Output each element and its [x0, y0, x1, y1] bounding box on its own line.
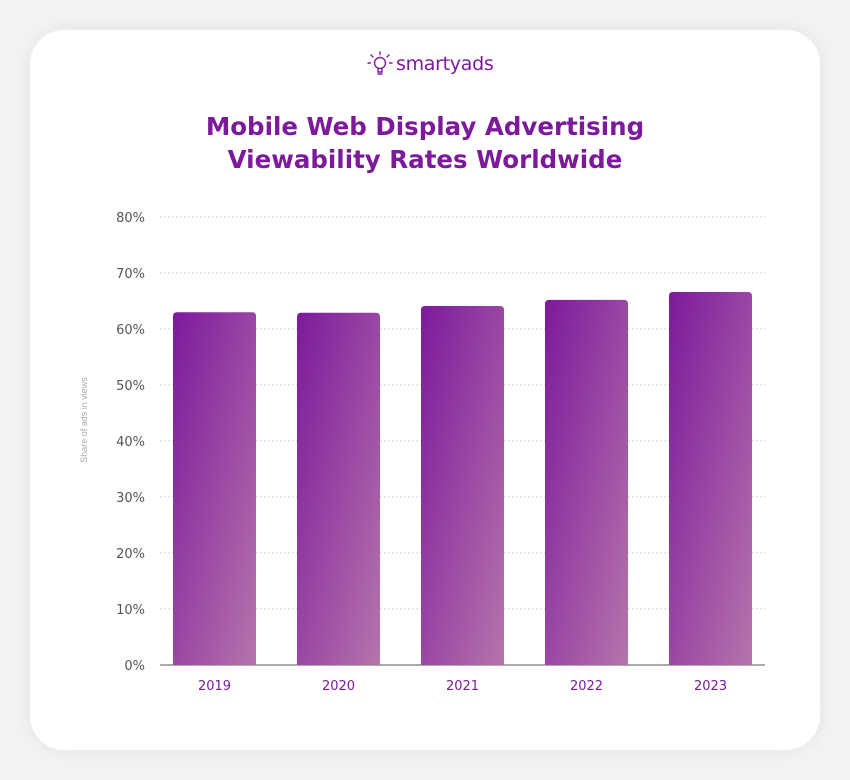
- x-tick-label: 2023: [694, 679, 727, 694]
- bar-2020: [297, 312, 380, 665]
- lightbulb-icon: [367, 51, 393, 75]
- chart-title-line-1: Mobile Web Display Advertising: [205, 112, 645, 141]
- y-axis-label: Share of ads in views: [79, 377, 89, 463]
- bar-2019: [173, 312, 256, 665]
- bar-2022: [545, 299, 628, 665]
- y-tick-label: 40%: [116, 435, 145, 450]
- bar-2023: [669, 292, 752, 665]
- y-tick-label: 20%: [116, 547, 145, 562]
- y-tick-label: 0%: [124, 659, 145, 674]
- y-tick-label: 80%: [116, 211, 145, 226]
- brand-name: smartyads: [396, 53, 494, 75]
- y-tick-label: 70%: [116, 267, 145, 282]
- x-tick-label: 2020: [322, 679, 355, 694]
- y-tick-label: 50%: [116, 379, 145, 394]
- x-tick-label: 2021: [446, 679, 479, 694]
- y-tick-label: 30%: [116, 491, 145, 506]
- bar-2021: [421, 306, 504, 665]
- x-tick-label: 2022: [570, 679, 603, 694]
- chart-title-line-2: Viewability Rates Worldwide: [227, 145, 623, 174]
- y-tick-label: 60%: [116, 323, 145, 338]
- y-tick-label: 10%: [116, 603, 145, 618]
- chart-title: Mobile Web Display Advertising Viewabili…: [0, 110, 850, 176]
- x-tick-label: 2019: [198, 679, 231, 694]
- brand-logo: smartyads: [367, 50, 494, 78]
